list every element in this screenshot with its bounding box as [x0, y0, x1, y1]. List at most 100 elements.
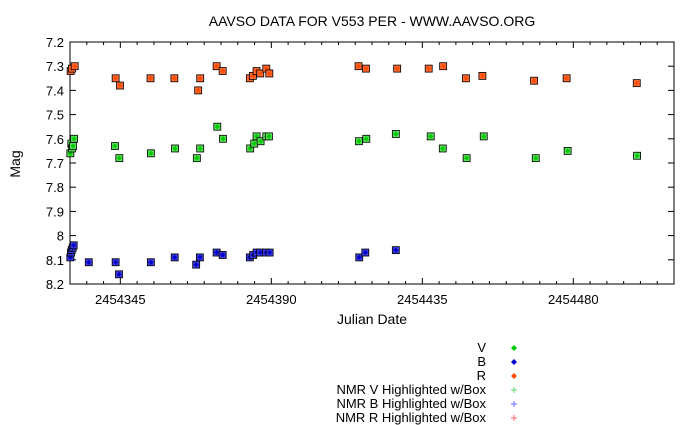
data-point: [256, 137, 265, 146]
legend-label: NMR B Highlighted w/Box: [336, 396, 486, 411]
x-tick-label: 2454390: [246, 292, 297, 307]
data-point: [213, 122, 222, 131]
data-point: [111, 258, 120, 267]
data-points: [66, 62, 641, 279]
data-point: [355, 253, 364, 262]
data-point-marker: [172, 145, 178, 151]
y-tick-label: 7.8: [46, 180, 64, 195]
y-tick-label: 7.6: [46, 132, 64, 147]
legend-item: B: [477, 354, 517, 369]
data-point: [146, 258, 155, 267]
y-tick-label: 7.3: [46, 59, 64, 74]
data-point-marker: [394, 66, 400, 72]
data-point-marker: [71, 242, 77, 248]
data-point-marker: [148, 75, 154, 81]
data-point: [362, 64, 370, 73]
legend-label: NMR V Highlighted w/Box: [336, 382, 486, 397]
data-point-marker: [214, 124, 220, 130]
data-point-marker: [356, 138, 362, 144]
data-point: [192, 154, 201, 163]
legend-label: NMR R Highlighted w/Box: [336, 410, 487, 425]
series-r: [66, 62, 641, 95]
chart-title: AAVSO DATA FOR V553 PER - WWW.AAVSO.ORG: [209, 13, 535, 29]
legend-marker: [511, 415, 517, 421]
data-point-marker: [440, 145, 446, 151]
data-point: [391, 246, 400, 255]
data-point-marker: [113, 75, 119, 81]
data-point: [84, 258, 93, 267]
y-tick-label: 7.5: [46, 108, 64, 123]
data-point: [478, 71, 487, 80]
data-point-marker: [220, 252, 226, 258]
data-point: [212, 62, 221, 71]
data-point-marker: [634, 80, 640, 86]
y-tick-label: 7.7: [46, 156, 64, 171]
series-b: [66, 241, 400, 279]
data-point-marker: [257, 70, 263, 76]
data-point-marker: [440, 63, 446, 69]
data-point-marker: [533, 155, 539, 161]
data-point-marker: [267, 250, 273, 256]
data-point: [196, 74, 205, 83]
data-point-marker: [195, 87, 201, 93]
legend-item: V: [477, 340, 517, 355]
data-point: [265, 69, 274, 78]
data-point-marker: [220, 136, 226, 142]
data-point-marker: [479, 73, 485, 79]
legend-label: R: [477, 368, 486, 383]
data-point: [70, 134, 78, 143]
data-point-marker: [193, 262, 199, 268]
data-point-marker: [258, 138, 264, 144]
data-point-marker: [116, 155, 122, 161]
data-point-marker: [197, 75, 203, 81]
data-point: [391, 130, 400, 138]
data-point: [116, 81, 124, 90]
data-point: [633, 151, 641, 160]
data-point-marker: [426, 66, 432, 72]
y-axis-label: Mag: [7, 150, 23, 177]
legend-marker: [511, 401, 517, 407]
data-point: [146, 74, 155, 83]
data-point: [195, 253, 204, 262]
data-point: [70, 62, 79, 71]
y-tick-label: 7.4: [46, 83, 64, 98]
data-point-marker: [197, 145, 203, 151]
y-tick-label: 8.1: [46, 253, 64, 268]
data-point-marker: [362, 250, 368, 256]
data-point: [355, 137, 363, 146]
data-point-marker: [72, 63, 78, 69]
data-point: [115, 154, 124, 163]
legend-item: R: [477, 368, 517, 383]
x-tick-label: 2454345: [95, 292, 146, 307]
data-point: [218, 251, 227, 259]
data-point-marker: [463, 75, 469, 81]
data-point: [192, 260, 201, 269]
data-point: [69, 142, 77, 150]
x-tick-label: 2454435: [397, 292, 448, 307]
data-point-marker: [148, 150, 154, 156]
data-point-marker: [214, 250, 220, 256]
data-point-marker: [266, 70, 272, 76]
legend-item: NMR B Highlighted w/Box: [336, 396, 517, 411]
data-point: [265, 132, 273, 141]
data-point: [462, 154, 471, 163]
data-point-marker: [116, 271, 122, 277]
data-point-marker: [428, 133, 434, 139]
data-point: [146, 149, 155, 158]
data-point: [362, 134, 371, 143]
data-point: [170, 74, 179, 83]
data-point-marker: [171, 75, 177, 81]
data-point: [462, 74, 470, 83]
data-point: [219, 134, 227, 143]
data-point-marker: [86, 259, 92, 265]
data-point-marker: [148, 259, 154, 265]
data-point: [479, 132, 488, 141]
data-point-marker: [481, 133, 487, 139]
data-point: [426, 132, 435, 141]
data-point-marker: [117, 83, 123, 89]
legend-marker: [511, 345, 517, 351]
series-v: [66, 122, 641, 163]
data-point: [562, 74, 571, 83]
